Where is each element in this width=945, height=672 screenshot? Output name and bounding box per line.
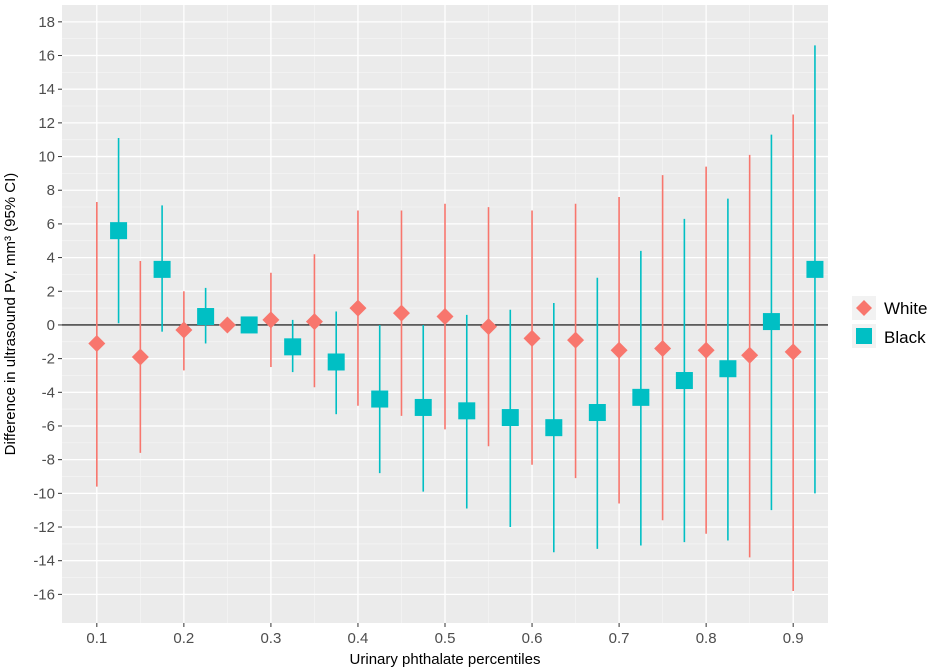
y-tick-label: -16 bbox=[33, 586, 55, 603]
point-white bbox=[88, 334, 106, 352]
y-tick-label: -2 bbox=[42, 351, 55, 368]
legend: White Black bbox=[852, 296, 927, 348]
legend-label-black: Black bbox=[884, 328, 926, 347]
y-tick-label: -14 bbox=[33, 553, 55, 570]
x-tick-label: 0.1 bbox=[86, 630, 107, 647]
point-white bbox=[392, 304, 410, 322]
point-white bbox=[523, 329, 541, 347]
point-white bbox=[480, 318, 498, 336]
point-black bbox=[240, 316, 258, 334]
point-black bbox=[588, 404, 606, 422]
point-white bbox=[697, 341, 715, 359]
y-tick-label: 6 bbox=[47, 216, 55, 233]
x-tick-label: 0.2 bbox=[173, 630, 194, 647]
point-black bbox=[153, 260, 171, 278]
point-black bbox=[371, 390, 389, 408]
data-markers bbox=[88, 222, 824, 437]
x-tick-label: 0.4 bbox=[348, 630, 369, 647]
point-black bbox=[197, 308, 215, 326]
x-tick-label: 0.9 bbox=[783, 630, 804, 647]
y-tick-label: 0 bbox=[47, 317, 55, 334]
point-black bbox=[110, 222, 128, 240]
legend-label-white: White bbox=[884, 299, 927, 318]
x-tick-label: 0.7 bbox=[609, 630, 630, 647]
point-black bbox=[284, 338, 302, 356]
point-white bbox=[741, 346, 759, 364]
point-black bbox=[762, 313, 780, 331]
y-tick-label: 18 bbox=[38, 14, 55, 31]
x-axis-title: Urinary phthalate percentiles bbox=[350, 651, 541, 668]
y-tick-label: 2 bbox=[47, 283, 55, 300]
point-black bbox=[545, 419, 563, 437]
point-white bbox=[784, 343, 802, 361]
legend-diamond-icon bbox=[856, 300, 872, 316]
y-tick-label: 16 bbox=[38, 48, 55, 65]
y-tick-label: -6 bbox=[42, 418, 55, 435]
point-white bbox=[654, 340, 672, 358]
y-tick-label: -8 bbox=[42, 452, 55, 469]
point-white bbox=[567, 331, 585, 349]
x-tick-label: 0.8 bbox=[696, 630, 717, 647]
point-black bbox=[632, 388, 650, 406]
y-tick-label: 14 bbox=[38, 81, 55, 98]
point-white bbox=[175, 321, 193, 339]
point-black bbox=[327, 353, 345, 371]
x-tick-label: 0.3 bbox=[260, 630, 281, 647]
y-axis-ticks: -16 -14 -12 -10 -8 -6 -4 -2 0 2 4 6 8 10 12 14 16 18 bbox=[33, 14, 62, 603]
point-white bbox=[131, 348, 149, 366]
point-white bbox=[610, 341, 628, 359]
point-black bbox=[458, 402, 476, 420]
y-tick-label: -10 bbox=[33, 485, 55, 502]
y-tick-label: -12 bbox=[33, 519, 55, 536]
y-tick-label: 8 bbox=[47, 182, 55, 199]
point-black bbox=[414, 398, 432, 416]
point-white bbox=[436, 308, 454, 326]
y-tick-label: 10 bbox=[38, 149, 55, 166]
point-white bbox=[262, 311, 280, 329]
point-white bbox=[218, 316, 236, 334]
point-black bbox=[806, 260, 824, 278]
point-white bbox=[349, 299, 367, 317]
x-tick-label: 0.5 bbox=[435, 630, 456, 647]
x-axis-ticks: 0.1 0.2 0.3 0.4 0.5 0.6 0.7 0.8 0.9 bbox=[86, 623, 804, 647]
y-tick-label: -4 bbox=[42, 384, 55, 401]
y-axis-title: Difference in ultrasound PV, mm³ (95% CI… bbox=[2, 173, 19, 456]
x-tick-label: 0.6 bbox=[522, 630, 543, 647]
point-black bbox=[675, 372, 693, 390]
point-white bbox=[305, 313, 323, 331]
y-tick-label: 12 bbox=[38, 115, 55, 132]
legend-square-icon bbox=[856, 328, 872, 344]
point-black bbox=[719, 360, 737, 378]
point-black bbox=[501, 409, 519, 427]
y-tick-label: 4 bbox=[47, 250, 55, 267]
